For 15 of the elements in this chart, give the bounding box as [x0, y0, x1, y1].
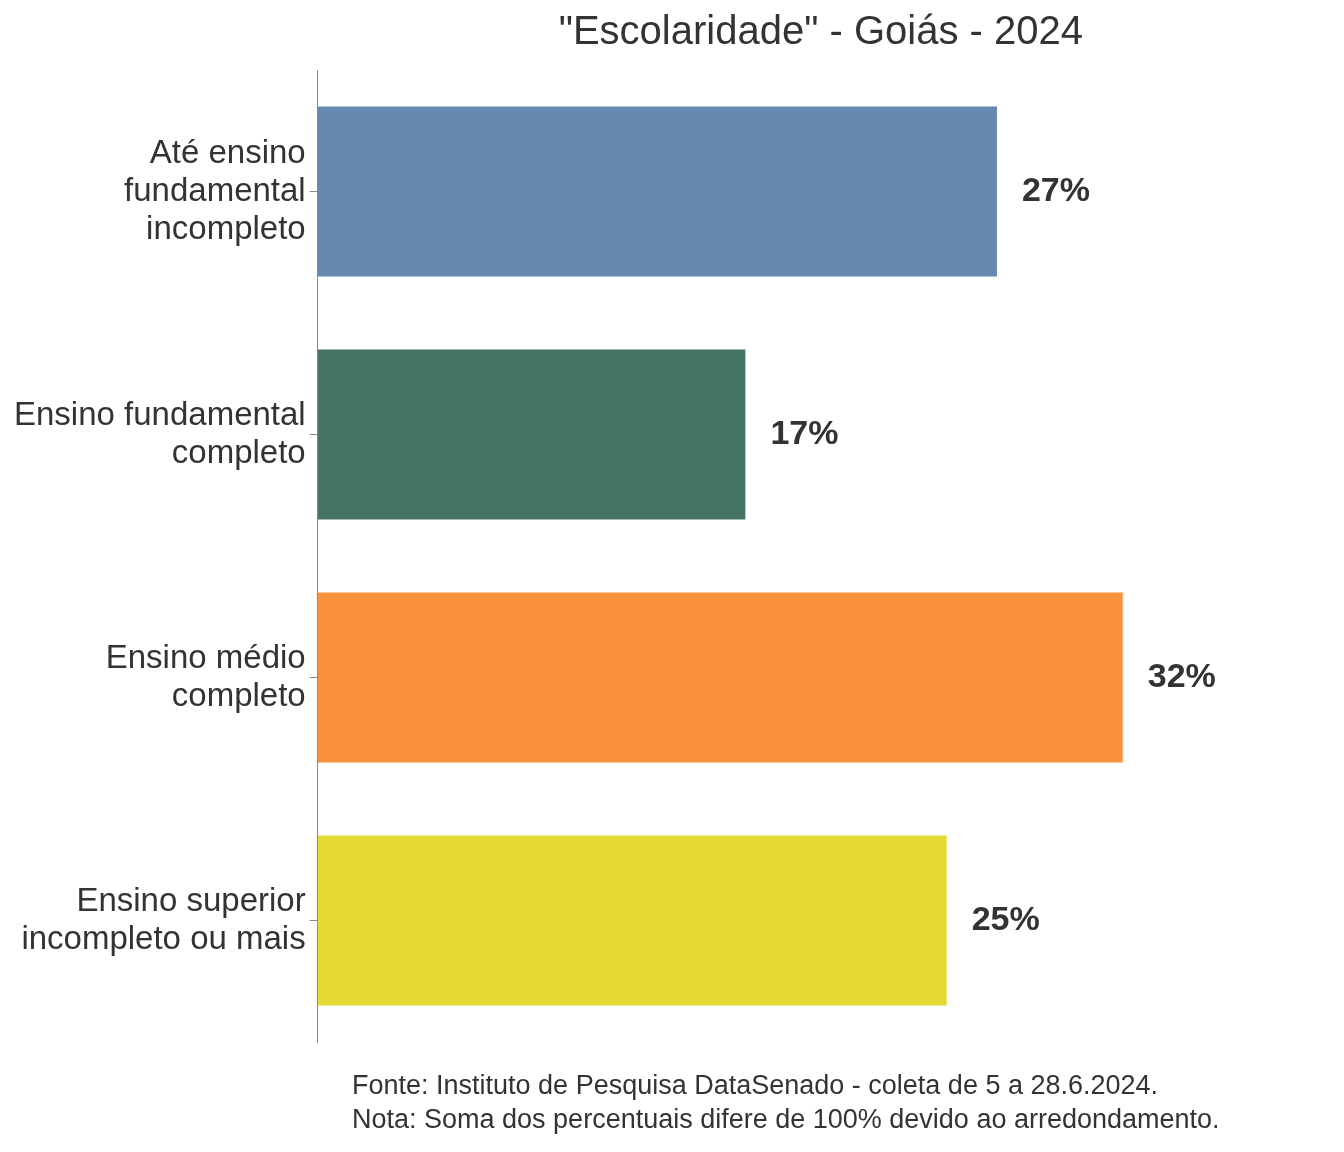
- bar: [317, 106, 997, 277]
- y-tick-label: Ensino fundamental completo: [14, 394, 306, 470]
- y-tick-label: Até ensino fundamental incompleto: [124, 132, 306, 246]
- bar: [317, 592, 1123, 763]
- text: Nota: Soma dos percentuais difere de 100% devido ao arredondamento.: [352, 1104, 1220, 1135]
- data-label: 32%: [1147, 655, 1216, 694]
- y-tick-label: Ensino superior incompleto ou mais: [21, 880, 306, 956]
- bar: [317, 835, 947, 1006]
- data-label: 27%: [1021, 169, 1091, 208]
- data-label: 25%: [971, 898, 1040, 937]
- source-note: Fonte: Instituto de Pesquisa DataSenado - coleta de 5 a 28.6.2024.: [352, 1070, 1159, 1101]
- data-label: 17%: [770, 412, 839, 451]
- bar: [317, 349, 746, 520]
- chart-title: "Escolaridade" - Goiás - 2024: [558, 8, 1083, 53]
- y-tick-label: Ensino médio completo: [105, 637, 306, 713]
